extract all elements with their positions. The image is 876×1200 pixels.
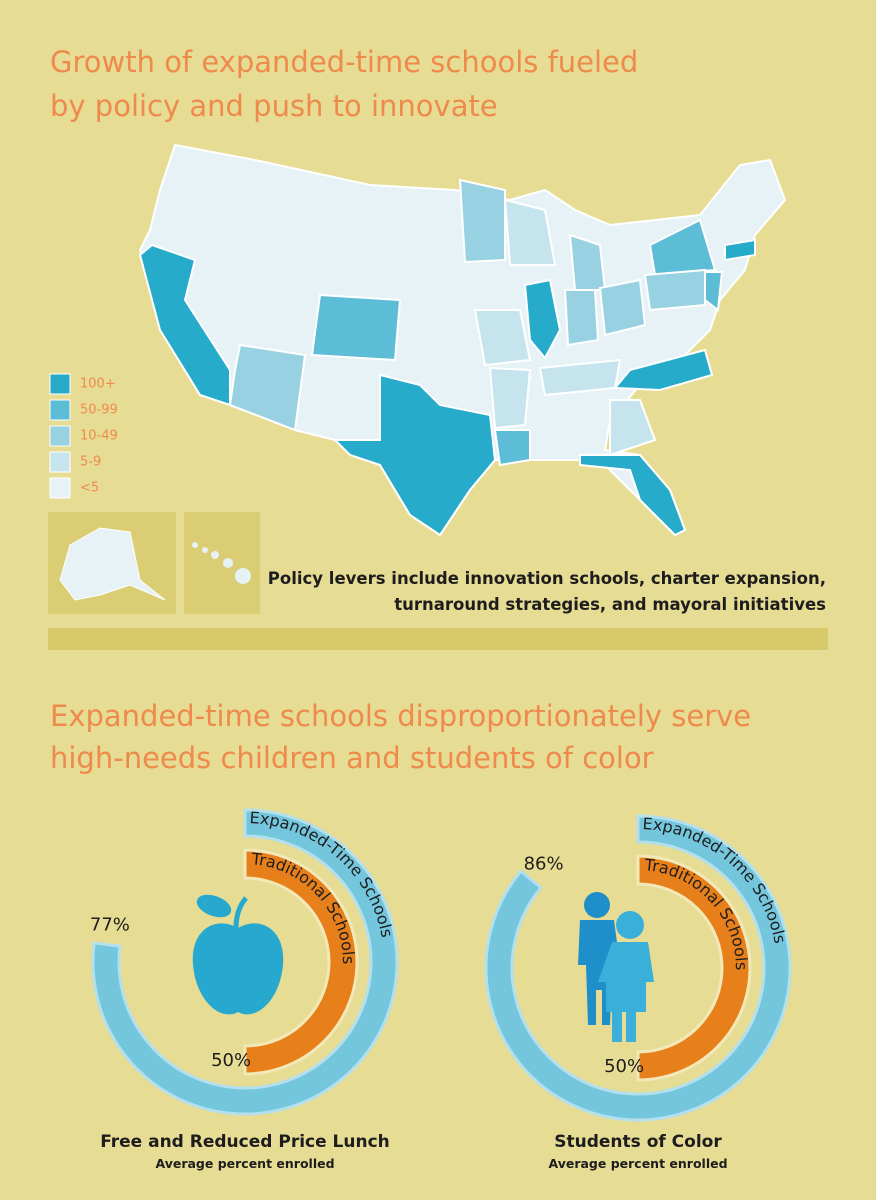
value-label: 77% bbox=[90, 914, 130, 935]
section-title: high-needs children and students of colo… bbox=[50, 741, 654, 775]
legend-swatch bbox=[49, 477, 71, 499]
note: turnaround strategies, and mayoral initi… bbox=[394, 595, 826, 614]
legend-label: <5 bbox=[80, 481, 99, 496]
section-title: Expanded-time schools disproportionately… bbox=[50, 699, 751, 733]
hawaii-inset bbox=[184, 512, 260, 614]
chart-title: Free and Reduced Price Lunch bbox=[100, 1132, 390, 1152]
legend-swatch bbox=[49, 451, 71, 473]
state bbox=[643, 268, 706, 312]
state bbox=[488, 366, 532, 430]
legend-swatch bbox=[49, 399, 71, 421]
ring-bar bbox=[636, 854, 752, 1082]
state bbox=[563, 289, 600, 347]
state bbox=[598, 278, 647, 337]
state bbox=[473, 309, 532, 367]
state bbox=[579, 454, 687, 537]
state bbox=[503, 198, 557, 266]
state bbox=[493, 429, 531, 467]
state bbox=[724, 238, 756, 262]
chart-subtitle: Average percent enrolled bbox=[548, 1156, 727, 1171]
state bbox=[332, 373, 497, 537]
ring-bar bbox=[91, 808, 399, 1116]
section-title: by policy and push to innovate bbox=[50, 89, 498, 123]
apple-icon bbox=[192, 894, 284, 1015]
hawaii bbox=[192, 542, 251, 584]
us-map bbox=[138, 143, 787, 537]
legend-swatch bbox=[49, 425, 71, 447]
state bbox=[310, 293, 402, 362]
divider bbox=[48, 628, 828, 650]
state bbox=[228, 343, 307, 432]
alaska bbox=[59, 527, 166, 601]
value-label: 50% bbox=[211, 1050, 251, 1071]
legend-swatch bbox=[49, 373, 71, 395]
state bbox=[523, 278, 562, 360]
legend-label: 50-99 bbox=[80, 403, 118, 418]
section-title: Growth of expanded-time schools fueled bbox=[50, 45, 638, 79]
legend-label: 10-49 bbox=[80, 429, 118, 444]
state bbox=[612, 348, 714, 392]
state bbox=[609, 399, 657, 457]
state bbox=[538, 358, 622, 397]
value-label: 50% bbox=[604, 1056, 644, 1077]
ring-bar bbox=[484, 814, 792, 1122]
state bbox=[458, 178, 506, 264]
chart-title: Students of Color bbox=[554, 1132, 722, 1152]
state bbox=[648, 218, 717, 277]
legend-label: 100+ bbox=[80, 377, 116, 392]
value-label: 86% bbox=[524, 854, 564, 875]
legend-label: 5-9 bbox=[80, 455, 101, 470]
children-icon bbox=[578, 892, 654, 1042]
chart-subtitle: Average percent enrolled bbox=[155, 1156, 334, 1171]
ring-bar bbox=[243, 848, 359, 1076]
note: Policy levers include innovation schools… bbox=[268, 569, 826, 588]
